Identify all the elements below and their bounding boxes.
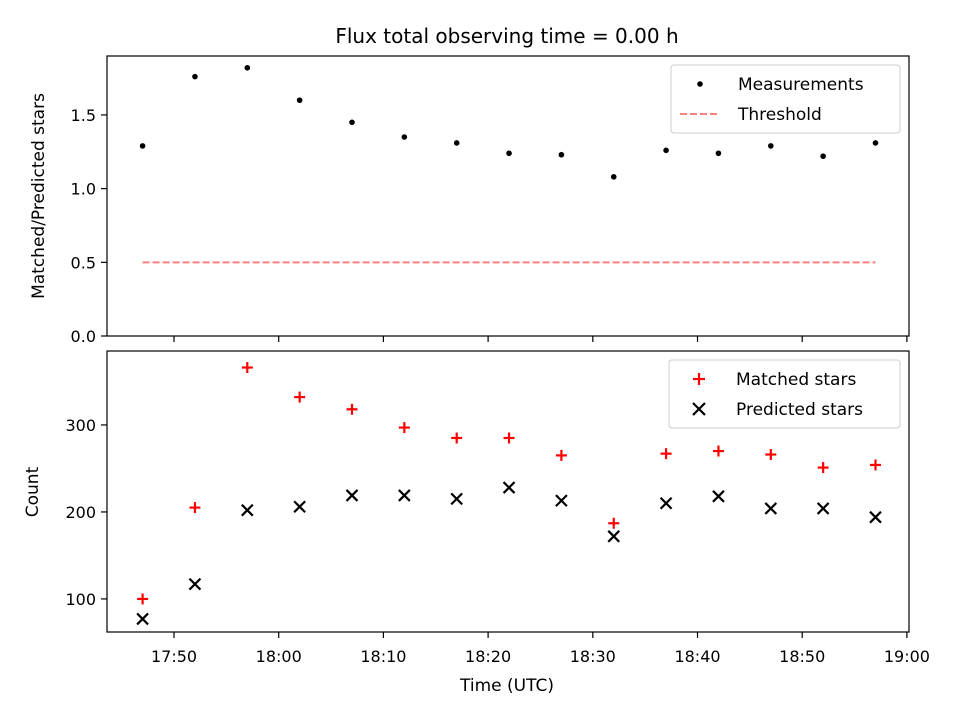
top-legend-box [670, 64, 901, 134]
top-ytick-label: 1.5 [71, 106, 96, 125]
measurement-point [820, 153, 826, 160]
bottom-legend: Matched stars Predicted stars [668, 359, 901, 429]
top-panel: 0.0 0.5 1.0 1.5 Matched/Predicted stars Mea… [29, 55, 910, 346]
matched-stars-point [294, 391, 306, 403]
measurement-point [610, 174, 617, 180]
bottom-xtick-label: 18:40 [674, 647, 720, 666]
matched-stars-point [451, 432, 463, 444]
bottom-ytick-label: 300 [65, 416, 96, 435]
bottom-axes-frame [106, 350, 910, 633]
measurement-point [506, 150, 512, 157]
legend-matched-label: Matched stars [736, 370, 856, 390]
top-ytick-label: 0.0 [71, 327, 96, 346]
matched-stars-point [555, 449, 567, 461]
measurement-point [244, 64, 251, 71]
measurement-point [453, 140, 460, 146]
bottom-xtick-label: 18:10 [360, 647, 406, 666]
legend-matched-marker [693, 373, 705, 385]
matched-stars-point [765, 449, 777, 461]
matched-stars-point [398, 422, 410, 434]
measurement-point [767, 143, 774, 149]
predicted-stars-point [712, 490, 725, 503]
matched-stars-point [608, 517, 620, 529]
legend-predicted-label: Predicted stars [736, 400, 863, 420]
measurement-point [872, 140, 879, 146]
legend-measurements-label: Measurements [738, 75, 864, 95]
legend-predicted-marker [692, 402, 706, 416]
bottom-xtick-label: 19:00 [884, 647, 930, 666]
matched-stars-point [241, 362, 253, 374]
matched-stars-point [137, 593, 149, 605]
predicted-stars-point [607, 530, 621, 543]
bottom-xtick-label: 17:50 [151, 647, 197, 666]
predicted-stars-point [398, 489, 411, 502]
predicted-stars-point [764, 502, 778, 515]
legend-measurements-marker [697, 81, 703, 87]
measurement-point [715, 150, 722, 157]
legend-threshold-label: Threshold [737, 105, 822, 125]
predicted-stars-point [502, 481, 516, 494]
bottom-panel: 100 200 300 17:50 18:00 18:10 18:20 18:30 18:40… [23, 350, 930, 696]
figure-title: Flux total observing time = 0.00 h [335, 24, 678, 48]
predicted-stars-point [188, 577, 202, 591]
predicted-stars-point [869, 510, 882, 524]
measurement-point [139, 143, 146, 149]
measurement-point [296, 97, 303, 104]
top-axes-frame [106, 55, 910, 337]
measurement-point [401, 134, 408, 140]
bottom-xlabel: Time (UTC) [459, 676, 554, 696]
top-ylabel: Matched/Predicted stars [29, 93, 49, 299]
bottom-xtick-label: 18:50 [779, 647, 825, 666]
matched-stars-point [189, 502, 201, 514]
bottom-ylabel: Count [23, 466, 43, 517]
predicted-stars-point [816, 502, 830, 515]
top-ytick-label: 0.5 [71, 253, 96, 272]
predicted-stars-point [659, 496, 673, 510]
predicted-stars-point [345, 489, 359, 502]
bottom-legend-box [668, 359, 901, 429]
matched-stars-point [817, 462, 829, 474]
bottom-xtick-label: 18:30 [570, 647, 616, 666]
bottom-xtick-label: 18:20 [465, 647, 511, 666]
matched-stars-point [503, 432, 515, 444]
bottom-xtick-label: 18:00 [256, 647, 302, 666]
predicted-stars-point [293, 500, 306, 514]
matched-stars-point [346, 403, 358, 415]
measurement-point [663, 147, 669, 154]
matched-stars-point [660, 448, 672, 460]
matched-stars-point [869, 459, 881, 471]
predicted-stars-point [555, 494, 568, 507]
matched-stars-point [712, 445, 724, 457]
measurement-point [349, 119, 355, 126]
top-ytick-label: 1.0 [71, 180, 96, 199]
predicted-stars-point [450, 492, 463, 506]
measurement-point [192, 73, 198, 80]
top-legend: Measurements Threshold [670, 64, 901, 134]
predicted-stars-point [241, 503, 254, 517]
bottom-ytick-label: 100 [65, 590, 96, 609]
predicted-stars-point [136, 612, 149, 626]
measurement-point [558, 151, 565, 158]
bottom-ytick-label: 200 [65, 503, 96, 522]
